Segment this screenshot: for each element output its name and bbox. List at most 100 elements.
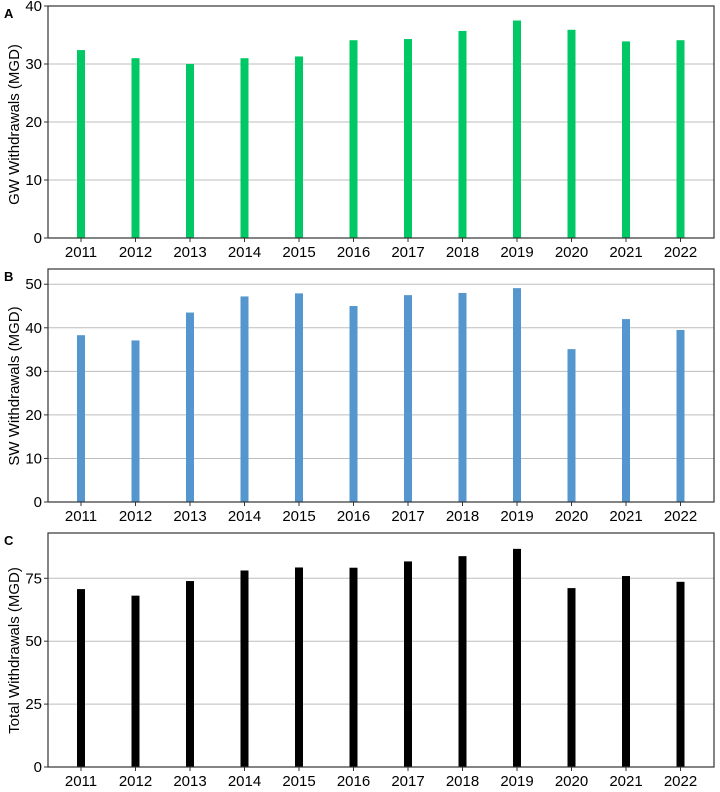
- panel-a-ytick-label: 0: [34, 230, 42, 247]
- panel-b-ytick-label: 40: [25, 320, 42, 337]
- panel-c-bar-2016: [349, 567, 358, 767]
- panel-b-xtick-label: 2022: [664, 508, 697, 525]
- panel-b-xtick-label: 2012: [119, 508, 152, 525]
- panel-c-bar-2020: [567, 588, 576, 767]
- panel-c-xtick-label: 2021: [609, 773, 642, 790]
- panel-a-bar-2021: [622, 41, 630, 238]
- panel-c-xtick-label: 2016: [337, 773, 370, 790]
- panel-a-bar-2013: [186, 64, 194, 238]
- panel-b-xtick-label: 2013: [173, 508, 206, 525]
- panel-c-xtick-label: 2019: [500, 773, 533, 790]
- panel-b-ytick-label: 0: [34, 494, 42, 511]
- panel-a-bar-2014: [240, 58, 249, 239]
- panel-b-bar-2022: [676, 329, 685, 502]
- panel-b-bar-2019: [513, 288, 521, 502]
- panel-b-ylabel: SW Withdrawals (MGD): [6, 306, 23, 465]
- panel-c-bar-2013: [186, 581, 194, 767]
- panel-c-bar-2011: [77, 589, 85, 767]
- panel-b-bar-2021: [622, 319, 630, 502]
- panel-c-xtick-label: 2013: [173, 773, 206, 790]
- panel-b-xtick-label: 2021: [609, 508, 642, 525]
- panel-a-ytick-label: 10: [25, 172, 42, 189]
- panel-b-xtick-label: 2015: [282, 508, 315, 525]
- panel-a-bar-2022: [676, 40, 685, 238]
- panel-c-ytick-label: 25: [25, 696, 42, 713]
- panel-b-xtick-label: 2020: [555, 508, 588, 525]
- panel-a-bar-2012: [131, 58, 140, 239]
- panel-b-sw-withdrawals: B SW Withdrawals (MGD) 0 10 20 30 40 50 2011 20…: [4, 268, 715, 525]
- panel-a-xtick-label: 2014: [228, 244, 261, 261]
- panel-a-xtick-label: 2020: [555, 244, 588, 261]
- panel-a-bar-2017: [404, 39, 412, 239]
- panel-c-ytick-label: 0: [34, 759, 42, 776]
- panel-b-ytick-label: 50: [25, 276, 42, 293]
- panel-c-bar-2021: [622, 576, 630, 767]
- panel-c-bar-2014: [240, 570, 249, 767]
- panel-b-border: [47, 268, 715, 503]
- panel-b-bar-2013: [186, 312, 194, 502]
- panel-c-bar-2015: [295, 567, 303, 767]
- panel-b-ytick-label: 20: [25, 407, 42, 424]
- panel-a-letter: A: [4, 6, 14, 21]
- panel-b-bar-2016: [349, 306, 358, 502]
- panel-c-ytick-label: 75: [25, 570, 42, 587]
- panel-b-letter: B: [4, 269, 13, 284]
- panel-a-xtick-label: 2017: [391, 244, 424, 261]
- panel-c-border: [47, 532, 715, 768]
- panel-b-xtick-label: 2017: [391, 508, 424, 525]
- panel-a-xtick-label: 2021: [609, 244, 642, 261]
- panel-c-bar-2017: [404, 561, 412, 767]
- panel-c-ylabel: Total Withdrawals (MGD): [6, 567, 23, 734]
- panel-b-xtick-label: 2019: [500, 508, 533, 525]
- panel-c-xtick-label: 2012: [119, 773, 152, 790]
- panel-c-xtick-label: 2017: [391, 773, 424, 790]
- panel-c-bar-2019: [513, 548, 521, 767]
- panel-b-ytick-label: 30: [25, 363, 42, 380]
- panel-b-bar-2012: [131, 340, 140, 502]
- panel-c-total-withdrawals: C Total Withdrawals (MGD) 0 25 50 75 2011 201…: [4, 532, 715, 790]
- panel-b-bar-2015: [295, 293, 303, 502]
- panel-a-xtick-label: 2019: [500, 244, 533, 261]
- panel-a-bar-2018: [458, 30, 467, 238]
- panel-c-xtick-label: 2022: [664, 773, 697, 790]
- panel-a-xtick-label: 2013: [173, 244, 206, 261]
- panel-a-xtick-label: 2018: [446, 244, 479, 261]
- panel-c-ytick-label: 50: [25, 633, 42, 650]
- panel-b-ytick-label: 10: [25, 450, 42, 467]
- panel-c-bar-2012: [131, 595, 140, 767]
- panel-b-xtick-label: 2011: [65, 508, 97, 525]
- panel-a-xtick-label: 2012: [119, 244, 152, 261]
- panel-c-xtick-label: 2015: [282, 773, 315, 790]
- panel-c-bar-2018: [458, 556, 467, 767]
- panel-b-bar-2018: [458, 292, 467, 502]
- panel-a-bar-2020: [567, 29, 576, 239]
- panel-c-xtick-label: 2014: [228, 773, 261, 790]
- panel-c-xtick-label: 2018: [446, 773, 479, 790]
- panel-a-xtick-label: 2015: [282, 244, 315, 261]
- panel-a-xtick-label: 2011: [65, 244, 97, 261]
- panel-b-bar-2011: [77, 335, 85, 502]
- panel-b-xtick-label: 2016: [337, 508, 370, 525]
- panel-c-bar-2022: [676, 581, 685, 767]
- panel-a-bar-2019: [513, 20, 521, 238]
- panel-c-xtick-label: 2011: [65, 773, 97, 790]
- panel-b-bar-2017: [404, 295, 412, 502]
- panel-a-border: [47, 5, 715, 239]
- panel-a-xtick-label: 2016: [337, 244, 370, 261]
- panel-a-bar-2016: [349, 40, 358, 238]
- panel-c-letter: C: [4, 533, 14, 548]
- panel-a-xtick-label: 2022: [664, 244, 697, 261]
- panel-a-bar-2015: [295, 56, 303, 239]
- panel-a-ytick-label: 30: [25, 56, 42, 73]
- panel-a-gw-withdrawals: A GW Withdrawals (MGD) 0 10 20 30 40 2011 2012…: [4, 0, 715, 261]
- panel-c-xtick-label: 2020: [555, 773, 588, 790]
- panel-b-bar-2020: [567, 349, 576, 502]
- panel-b-bar-2014: [240, 296, 249, 502]
- panel-a-ytick-label: 20: [25, 114, 42, 131]
- panel-a-bar-2011: [77, 50, 85, 238]
- panel-b-xtick-label: 2014: [228, 508, 261, 525]
- panel-a-ylabel: GW Withdrawals (MGD): [6, 44, 23, 205]
- panel-b-xtick-label: 2018: [446, 508, 479, 525]
